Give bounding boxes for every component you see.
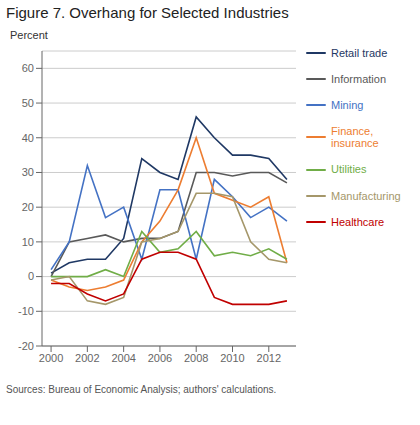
svg-text:2012: 2012: [257, 352, 281, 364]
html-text:Finance, insurance: Finance, insurance: [331, 125, 379, 150]
html-text:Percent: Percent: [10, 29, 48, 41]
html-text:Sources: Bureau of Economic An: Sources: Bureau of Economic Analysis; au…: [6, 384, 277, 395]
html-text:Information: Information: [331, 73, 386, 86]
svg-text:-20: -20: [18, 340, 34, 352]
svg-text:10: 10: [22, 236, 34, 248]
svg-text:-10: -10: [18, 305, 34, 317]
svg-text:2010: 2010: [220, 352, 244, 364]
svg-text:60: 60: [22, 62, 34, 74]
svg-text:20: 20: [22, 201, 34, 213]
svg-text:2002: 2002: [75, 352, 99, 364]
html-text:Utilities: Utilities: [331, 163, 367, 176]
svg-text:2006: 2006: [148, 352, 172, 364]
html-text:Manufacturing: Manufacturing: [331, 189, 401, 202]
svg-text:30: 30: [22, 166, 34, 178]
html-text:Figure 7. Overhang for Selecte: Figure 7. Overhang for Selected Industri…: [6, 4, 289, 21]
svg-text:40: 40: [22, 132, 34, 144]
svg-text:0: 0: [28, 270, 34, 282]
svg-text:50: 50: [22, 97, 34, 109]
svg-text:2008: 2008: [184, 352, 208, 364]
html-text:Mining: Mining: [331, 99, 364, 112]
html-text:Retail trade: Retail trade: [331, 47, 388, 59]
svg-text:2000: 2000: [39, 352, 63, 364]
html-text:Healthcare: Healthcare: [331, 215, 385, 228]
svg-text:2004: 2004: [111, 352, 135, 364]
